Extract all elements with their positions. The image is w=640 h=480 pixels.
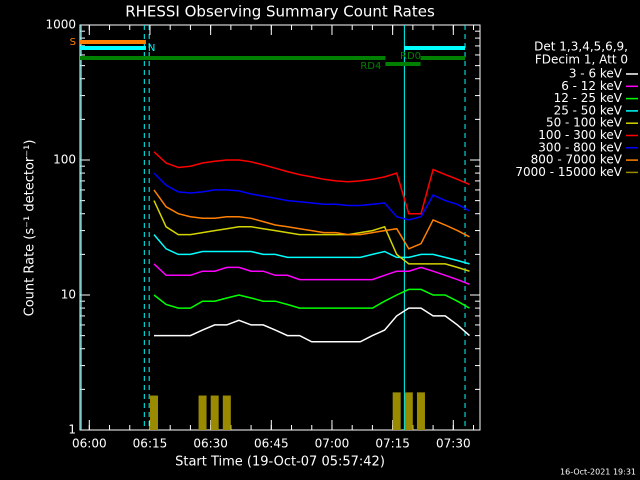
y-tick-label: 1000 xyxy=(45,18,76,32)
series-line xyxy=(153,200,470,272)
plot-frame xyxy=(79,24,481,431)
y-tick-label: 1 xyxy=(68,423,76,437)
spike xyxy=(404,392,413,430)
flag-label: S xyxy=(70,37,76,48)
legend-label: 300 - 800 keV xyxy=(538,140,622,154)
series-line xyxy=(153,288,470,309)
legend-label: 3 - 6 keV xyxy=(569,67,623,81)
legend-label: 7000 - 15000 keV xyxy=(515,165,622,179)
spike xyxy=(198,395,207,430)
legend-label: 25 - 50 keV xyxy=(554,103,623,117)
legend-label: 12 - 25 keV xyxy=(554,91,623,105)
spike xyxy=(210,395,219,430)
x-tick-label: 06:45 xyxy=(254,437,289,451)
series-line xyxy=(153,234,470,265)
series-line xyxy=(153,151,470,215)
y-axis-label: Count Rate (s⁻¹ detector⁻¹) xyxy=(23,140,38,317)
legend-label: 100 - 300 keV xyxy=(538,128,622,142)
x-tick-label: 07:15 xyxy=(375,437,410,451)
legend-label: 6 - 12 keV xyxy=(561,79,623,93)
spike xyxy=(222,395,231,430)
x-axis-label: Start Time (19-Oct-07 05:57:42) xyxy=(175,455,385,470)
flag-label: N xyxy=(148,43,155,54)
legend-header: Det 1,3,4,5,6,9, xyxy=(534,40,628,54)
y-tick-label: 10 xyxy=(61,288,76,302)
series-line xyxy=(153,263,470,285)
spike xyxy=(416,392,425,430)
legend-label: 800 - 7000 keV xyxy=(531,153,623,167)
series-line xyxy=(153,189,470,250)
series-line xyxy=(154,307,470,343)
x-tick-label: 07:30 xyxy=(436,437,471,451)
x-tick-label: 07:00 xyxy=(315,437,350,451)
legend-header: FDecim 1, Att 0 xyxy=(535,53,628,67)
chart-title: RHESSI Observing Summary Count Rates xyxy=(125,3,435,21)
series-line xyxy=(153,172,470,221)
spike xyxy=(150,395,159,430)
x-tick-label: 06:00 xyxy=(72,437,107,451)
x-tick-label: 06:30 xyxy=(193,437,228,451)
x-tick-label: 06:15 xyxy=(133,437,168,451)
y-tick-label: 100 xyxy=(53,153,76,167)
legend-label: 50 - 100 keV xyxy=(546,116,623,130)
footer-date: 16-Oct-2021 19:31 xyxy=(560,468,636,477)
spike xyxy=(392,392,401,430)
flag-label: RD4 xyxy=(360,61,381,72)
flag-label: RD0 xyxy=(400,51,421,62)
